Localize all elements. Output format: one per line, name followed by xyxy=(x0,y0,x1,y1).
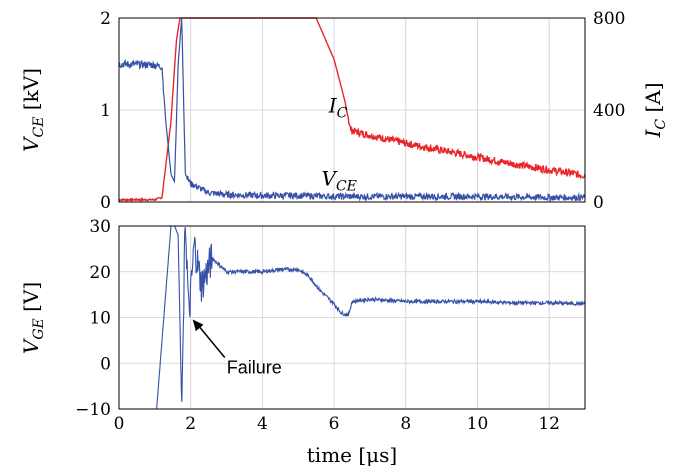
top-right-tick-400: 400 xyxy=(593,101,625,121)
bottom-y-tick-10: 10 xyxy=(89,309,111,329)
top-left-tick-1: 1 xyxy=(100,101,111,121)
vce-series-label: VCE xyxy=(322,166,357,194)
x-tick-4: 4 xyxy=(257,414,268,434)
x-tick-6: 6 xyxy=(329,414,340,434)
x-tick-10: 10 xyxy=(467,414,489,434)
ic-trace xyxy=(118,17,586,203)
top-grid xyxy=(118,17,585,203)
top-left-tick-2: 2 xyxy=(100,9,111,29)
bottom-y-tick-30: 30 xyxy=(89,217,111,237)
x-axis-label: time [μs] xyxy=(307,443,397,467)
top-right-axis-label: IC [A] xyxy=(641,82,669,138)
bottom-plot-frame xyxy=(118,225,586,410)
failure-arrowhead xyxy=(192,319,204,332)
bottom-y-tick-0: 0 xyxy=(100,354,111,374)
x-tick-2: 2 xyxy=(185,414,196,434)
bottom-y-tick--10: −10 xyxy=(75,400,111,420)
x-tick-0: 0 xyxy=(114,414,125,434)
top-panel: 0 1 2 0 400 800 IC VCE VCE [kV] IC [A] xyxy=(19,9,669,213)
top-ticks: 0 1 2 0 400 800 xyxy=(100,9,625,213)
top-right-tick-800: 800 xyxy=(593,9,625,29)
failure-arrow xyxy=(196,323,226,359)
bottom-series xyxy=(156,225,586,410)
vce-trace xyxy=(118,18,586,203)
x-tick-12: 12 xyxy=(538,414,560,434)
top-left-tick-0: 0 xyxy=(100,193,111,213)
bottom-grid xyxy=(118,225,585,410)
bottom-axis-label: VGE [V] xyxy=(19,282,47,354)
failure-label: Failure xyxy=(227,358,282,378)
top-left-axis-label: VCE [kV] xyxy=(19,68,47,152)
x-tick-8: 8 xyxy=(400,414,411,434)
ic-series-label: IC xyxy=(328,93,348,121)
vge-trace xyxy=(156,225,586,410)
top-series xyxy=(118,17,586,203)
top-right-tick-0: 0 xyxy=(593,193,604,213)
failure-annotation: Failure xyxy=(192,319,282,378)
bottom-y-tick-20: 20 xyxy=(89,263,111,283)
top-plot-frame xyxy=(118,17,586,203)
